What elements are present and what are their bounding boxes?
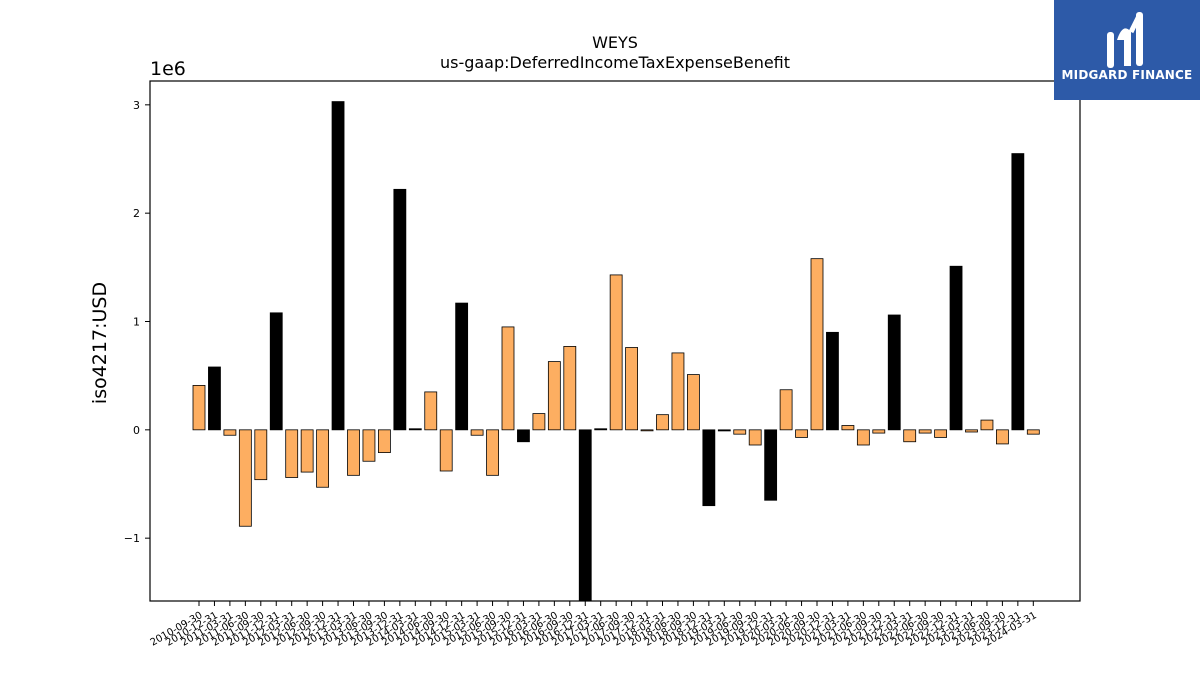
bar-2020-12-31 [826,331,839,431]
bar-2013-09-30 [377,429,391,453]
bar-2021-12-31 [887,314,901,431]
y-tick-label: 2 [133,207,140,220]
bar-2018-03-31 [656,414,669,431]
bar-2012-09-30 [316,429,330,488]
bar-2014-09-30 [439,429,453,472]
bar-2022-06-30 [918,429,932,434]
bar-2021-09-30 [872,429,886,434]
bar-2011-09-30 [254,429,268,481]
bar-2018-06-30 [671,352,685,431]
y-tick-label: 3 [133,99,140,112]
bar-2013-12-31 [393,188,407,431]
bar-2011-06-30 [238,429,252,527]
bar-2023-12-31 [1011,153,1025,431]
bar-2017-06-30 [609,274,623,431]
y-tick-label: 1 [133,316,140,329]
bar-2016-03-31 [532,413,546,431]
bar-2023-03-31 [965,429,978,433]
bar-2020-09-30 [810,258,824,431]
bars-group [192,101,1040,602]
x-axis: 2010-09-302010-12-312011-03-312011-06-30… [149,601,1039,649]
bar-2010-12-31 [208,366,221,431]
bar-2016-06-30 [547,361,561,431]
bar-2015-06-30 [486,429,499,476]
bar-2017-12-31 [640,429,654,432]
bar-2022-03-31 [903,429,917,443]
bar-2023-06-30 [980,419,994,431]
bar-2010-09-30 [192,385,206,431]
bar-2019-06-30 [733,429,747,435]
bar-2023-09-30 [996,429,1009,445]
bar-2019-12-31 [764,429,778,501]
bar-2013-06-30 [362,429,376,462]
bar-2014-06-30 [424,391,438,431]
bar-2020-06-30 [795,429,808,438]
bar-2017-09-30 [625,347,638,431]
bar-2022-12-31 [949,265,963,431]
bar-2016-12-31 [578,429,592,602]
bar-2016-09-30 [563,346,577,431]
y-tick-label: 0 [133,424,140,437]
bar-2018-12-31 [702,429,716,507]
bar-2013-03-31 [347,429,360,476]
y-axis-label: iso4217:USD [89,282,111,404]
bar-2021-06-30 [856,429,870,446]
y-axis: −1 0 1 2 3 [124,99,150,545]
bar-2014-03-31 [408,428,422,431]
bar-2019-09-30 [748,429,762,446]
bar-2011-03-31 [223,429,237,436]
bar-2012-03-31 [285,429,299,478]
bar-2022-09-30 [934,429,947,438]
y-multiplier-label: 1e6 [150,58,186,80]
bar-2019-03-31 [717,429,731,432]
brand-name: MIDGARD FINANCE [1061,68,1193,82]
brand-logo-icon [1107,12,1143,68]
y-tick-label: −1 [124,532,140,545]
bar-2024-03-31 [1026,429,1040,435]
bar-2015-03-31 [470,429,484,436]
bar-2014-12-31 [455,302,469,431]
bar-2021-03-31 [841,425,855,431]
bar-2020-03-31 [779,389,793,431]
bar-2015-09-30 [501,326,515,431]
bar-2015-12-31 [517,429,530,443]
bar-2012-12-31 [331,101,345,431]
chart-title: WEYS [592,33,638,52]
bar-2018-09-30 [687,374,700,431]
bar-2012-06-30 [300,429,314,473]
plot-frame [149,80,1081,602]
chart-subtitle: us-gaap:DeferredIncomeTaxExpenseBenefit [440,53,790,72]
bar-2011-12-31 [269,312,283,431]
bar-2017-03-31 [594,428,608,431]
